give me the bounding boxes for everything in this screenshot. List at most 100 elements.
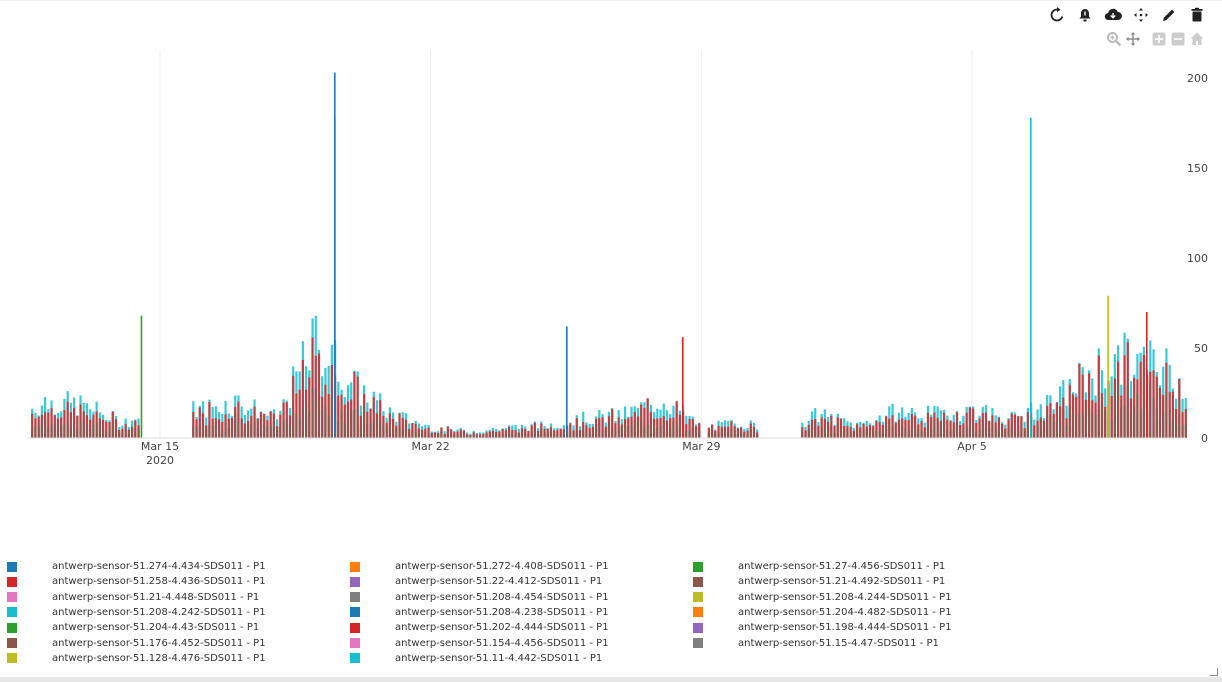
bar — [31, 428, 34, 438]
bar — [375, 418, 379, 438]
bar — [688, 430, 691, 438]
legend-item[interactable]: antwerp-sensor-51.208-4.242-SDS011 - P1 — [7, 605, 347, 620]
legend-item[interactable]: antwerp-sensor-51.258-4.436-SDS011 - P1 — [7, 574, 347, 589]
legend-item[interactable]: antwerp-sensor-51.202-4.444-SDS011 - P1 — [350, 620, 690, 635]
bar — [56, 423, 60, 438]
bar — [1059, 422, 1062, 438]
bar — [111, 422, 114, 438]
legend-label: antwerp-sensor-51.15-4.47-SDS011 - P1 — [738, 637, 939, 649]
bar — [685, 430, 688, 438]
alert-bell-icon[interactable] — [1076, 6, 1094, 24]
legend-swatch — [7, 622, 17, 633]
legend-item[interactable]: antwerp-sensor-51.11-4.442-SDS011 - P1 — [350, 651, 690, 666]
legend-item[interactable]: antwerp-sensor-51.274-4.434-SDS011 - P1 — [7, 559, 347, 574]
bar — [472, 433, 475, 438]
legend-item[interactable]: antwerp-sensor-51.22-4.412-SDS011 - P1 — [350, 574, 690, 589]
zoom-icon[interactable] — [1106, 31, 1122, 47]
bar — [504, 430, 507, 438]
legend-item[interactable]: antwerp-sensor-51.204-4.482-SDS011 - P1 — [693, 605, 1033, 620]
bar — [462, 435, 466, 438]
legend-item[interactable]: antwerp-sensor-51.208-4.454-SDS011 - P1 — [350, 590, 690, 605]
bar — [698, 430, 701, 438]
legend-item[interactable]: antwerp-sensor-51.272-4.408-SDS011 - P1 — [350, 559, 690, 574]
bar — [230, 418, 234, 438]
bar — [910, 426, 913, 438]
bar — [1084, 416, 1087, 438]
bar — [640, 419, 643, 438]
edit-icon[interactable] — [1160, 6, 1178, 24]
bar — [907, 420, 910, 438]
refresh-icon[interactable] — [1048, 6, 1066, 24]
bar — [288, 424, 292, 438]
bar — [530, 425, 533, 438]
legend-item[interactable]: antwerp-sensor-51.21-4.448-SDS011 - P1 — [7, 590, 347, 605]
legend-item[interactable]: antwerp-sensor-51.198-4.444-SDS011 - P1 — [693, 620, 1033, 635]
zoom-out-icon[interactable] — [1170, 31, 1186, 47]
zoom-in-icon[interactable] — [1151, 31, 1167, 47]
bar — [607, 424, 611, 438]
legend-item[interactable]: antwerp-sensor-51.15-4.47-SDS011 - P1 — [693, 636, 1033, 651]
bar — [475, 434, 478, 438]
bar — [192, 412, 195, 438]
bar — [653, 428, 656, 438]
bar — [949, 421, 952, 438]
expand-icon[interactable] — [1132, 6, 1150, 24]
legend-item[interactable]: antwerp-sensor-51.27-4.456-SDS011 - P1 — [693, 559, 1033, 574]
legend-label: antwerp-sensor-51.208-4.454-SDS011 - P1 — [395, 591, 609, 603]
bar — [801, 430, 804, 438]
bar — [572, 431, 575, 438]
pan-icon[interactable] — [1125, 31, 1141, 47]
bar — [259, 424, 263, 438]
bar — [901, 425, 904, 438]
bar — [595, 427, 598, 438]
legend-item[interactable]: antwerp-sensor-51.208-4.244-SDS011 - P1 — [693, 590, 1033, 605]
bar — [1052, 420, 1055, 438]
bar — [1139, 361, 1142, 438]
bar — [488, 433, 491, 438]
bar — [372, 397, 375, 438]
bar — [527, 434, 530, 438]
bar — [266, 426, 269, 438]
reset-axes-icon[interactable] — [1189, 31, 1205, 47]
legend-item[interactable]: antwerp-sensor-51.204-4.43-SDS011 - P1 — [7, 620, 347, 635]
legend-item[interactable]: antwerp-sensor-51.208-4.238-SDS011 - P1 — [350, 605, 690, 620]
bar — [923, 432, 926, 438]
bar — [839, 430, 843, 438]
bar — [662, 420, 665, 438]
bar — [1042, 420, 1046, 438]
bar — [127, 432, 130, 438]
bar — [843, 430, 846, 438]
legend-swatch — [350, 653, 360, 664]
resize-handle[interactable] — [1210, 668, 1218, 676]
bar — [421, 432, 424, 438]
legend-label: antwerp-sensor-51.154-4.456-SDS011 - P1 — [395, 637, 609, 649]
bar — [894, 422, 897, 438]
bar — [459, 429, 462, 438]
bar — [846, 428, 849, 438]
bar — [63, 424, 66, 438]
bar — [868, 431, 872, 438]
bar — [379, 420, 382, 438]
bar — [40, 420, 43, 438]
bar — [114, 427, 118, 438]
cloud-download-icon[interactable] — [1104, 6, 1122, 24]
bar — [614, 431, 617, 438]
legend-item[interactable]: antwerp-sensor-51.128-4.476-SDS011 - P1 — [7, 651, 347, 666]
bar — [131, 427, 134, 438]
bar — [134, 429, 137, 438]
bar — [939, 422, 942, 438]
legend-item[interactable]: antwerp-sensor-51.176-4.452-SDS011 - P1 — [7, 636, 347, 651]
bar — [1007, 428, 1010, 438]
bar — [63, 410, 66, 438]
legend-item[interactable]: antwerp-sensor-51.21-4.492-SDS011 - P1 — [693, 574, 1033, 589]
bar — [1026, 427, 1029, 438]
bar — [1110, 396, 1113, 438]
trash-icon[interactable] — [1188, 6, 1206, 24]
bar — [836, 423, 839, 438]
bar — [121, 431, 124, 438]
bar — [453, 435, 456, 438]
bar — [1139, 409, 1142, 438]
bar — [218, 424, 221, 438]
legend-item[interactable]: antwerp-sensor-51.154-4.456-SDS011 - P1 — [350, 636, 690, 651]
